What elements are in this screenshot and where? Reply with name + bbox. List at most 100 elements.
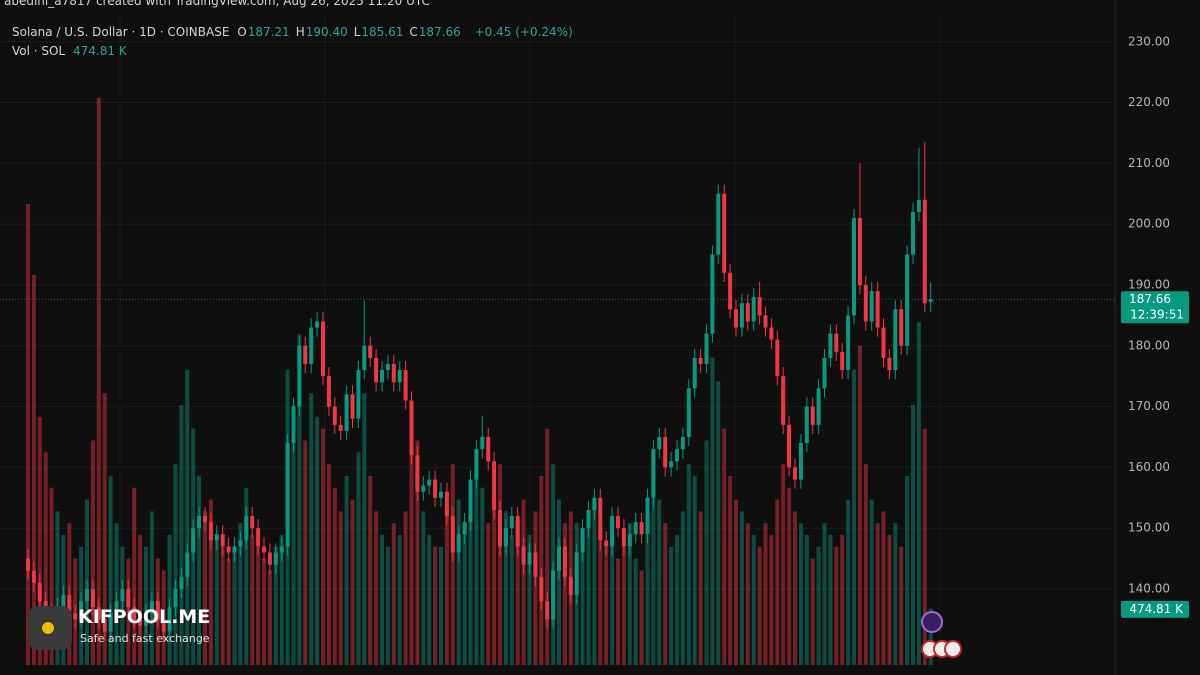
y-tick-label: 180.00 (1128, 338, 1170, 352)
volume-bar (562, 523, 567, 665)
candle-body (285, 443, 290, 547)
candle-body (144, 613, 148, 626)
volume-bar (686, 464, 691, 665)
volume-bar (734, 499, 738, 665)
volume-bar (456, 499, 461, 665)
volume-bar (663, 523, 668, 665)
candle-body (557, 546, 561, 571)
volume-bar (492, 499, 497, 665)
ohlc-key: C (409, 25, 418, 39)
volume-bar (651, 475, 656, 665)
volume-bar (704, 440, 709, 665)
volume-bar (462, 523, 467, 665)
candle-body (368, 345, 373, 358)
volume-bar (203, 511, 207, 665)
candle-body (551, 570, 556, 620)
candle-body (102, 619, 107, 632)
ohlc-key: H (295, 25, 305, 39)
candle-body (67, 595, 72, 614)
volume-bar (899, 546, 904, 665)
candle-body (96, 607, 101, 620)
volume-bar (450, 464, 455, 665)
volume-bar (745, 523, 750, 665)
candle-body (781, 376, 786, 425)
volume-bar (798, 523, 803, 665)
candle-body (332, 406, 337, 425)
candle-body (598, 497, 603, 541)
volume-bar (297, 334, 302, 665)
candle-body (651, 449, 656, 498)
candle-body (132, 607, 137, 620)
candle-body (763, 315, 768, 328)
candle-body (521, 546, 526, 565)
candle-body (208, 522, 213, 541)
candle-body (468, 479, 473, 523)
volume-bar (545, 428, 550, 665)
volume-bar (527, 535, 532, 665)
volume-bar (586, 511, 591, 665)
candle-body (167, 607, 172, 632)
volume-bar (444, 511, 449, 665)
candle-body (503, 528, 508, 547)
candle-body (374, 357, 379, 383)
candle-body (226, 546, 231, 553)
volume-bar (232, 546, 237, 665)
candle-body (574, 552, 579, 596)
volume-bar (173, 464, 178, 665)
candle-body (857, 218, 862, 285)
volume-bar (616, 558, 620, 665)
volume-bar (639, 570, 644, 665)
candle-body (191, 528, 196, 553)
candle-body (775, 339, 780, 377)
volume-bar (409, 428, 414, 665)
y-tick-label: 190.00 (1128, 277, 1170, 291)
volume-bar (262, 558, 266, 665)
volume-bar (403, 511, 408, 665)
volume-bar (321, 428, 325, 665)
volume-bar (739, 511, 744, 665)
candle-body (350, 394, 355, 419)
volume-bar (875, 523, 880, 665)
volume-bar (303, 440, 308, 665)
volume-bar (604, 546, 609, 665)
candle-body (863, 284, 868, 322)
volume-bar (645, 535, 650, 665)
candle-body (291, 406, 296, 444)
candle-body (793, 467, 797, 480)
volume-bar (905, 475, 910, 665)
candle-body (911, 212, 915, 255)
ohlc-values: O187.21 H190.40 L185.61 C187.66 (237, 25, 467, 39)
candle-body (840, 351, 845, 371)
candle-body (197, 516, 202, 529)
volume-bar (498, 464, 502, 665)
candle-body (37, 582, 42, 602)
volume-bar (250, 535, 255, 665)
candle-body (751, 297, 756, 322)
candle-body (527, 552, 532, 565)
volume-bar (273, 546, 278, 665)
candle-body (645, 497, 650, 535)
candle-body (710, 254, 715, 334)
candle-body (173, 588, 178, 608)
candle-body (621, 528, 626, 547)
candle-body (757, 297, 762, 316)
volume-bar (37, 416, 42, 665)
volume-bar (857, 345, 862, 665)
volume-bar (675, 535, 679, 665)
volume-bar (580, 535, 585, 665)
candle-body (627, 534, 632, 547)
volume-bar (474, 464, 479, 665)
volume-bar (226, 558, 231, 665)
candle-body (321, 321, 325, 377)
volume-bar (757, 546, 762, 665)
candle-body (916, 199, 921, 213)
volume-bar (852, 369, 856, 665)
volume-bar (338, 511, 343, 665)
candle-body (26, 558, 30, 571)
candle-body (663, 436, 668, 468)
volume-bar (610, 535, 615, 665)
y-tick-label: 160.00 (1128, 460, 1170, 474)
candle-body (338, 424, 343, 431)
volume-bar (102, 393, 107, 665)
volume-bar (197, 475, 202, 665)
